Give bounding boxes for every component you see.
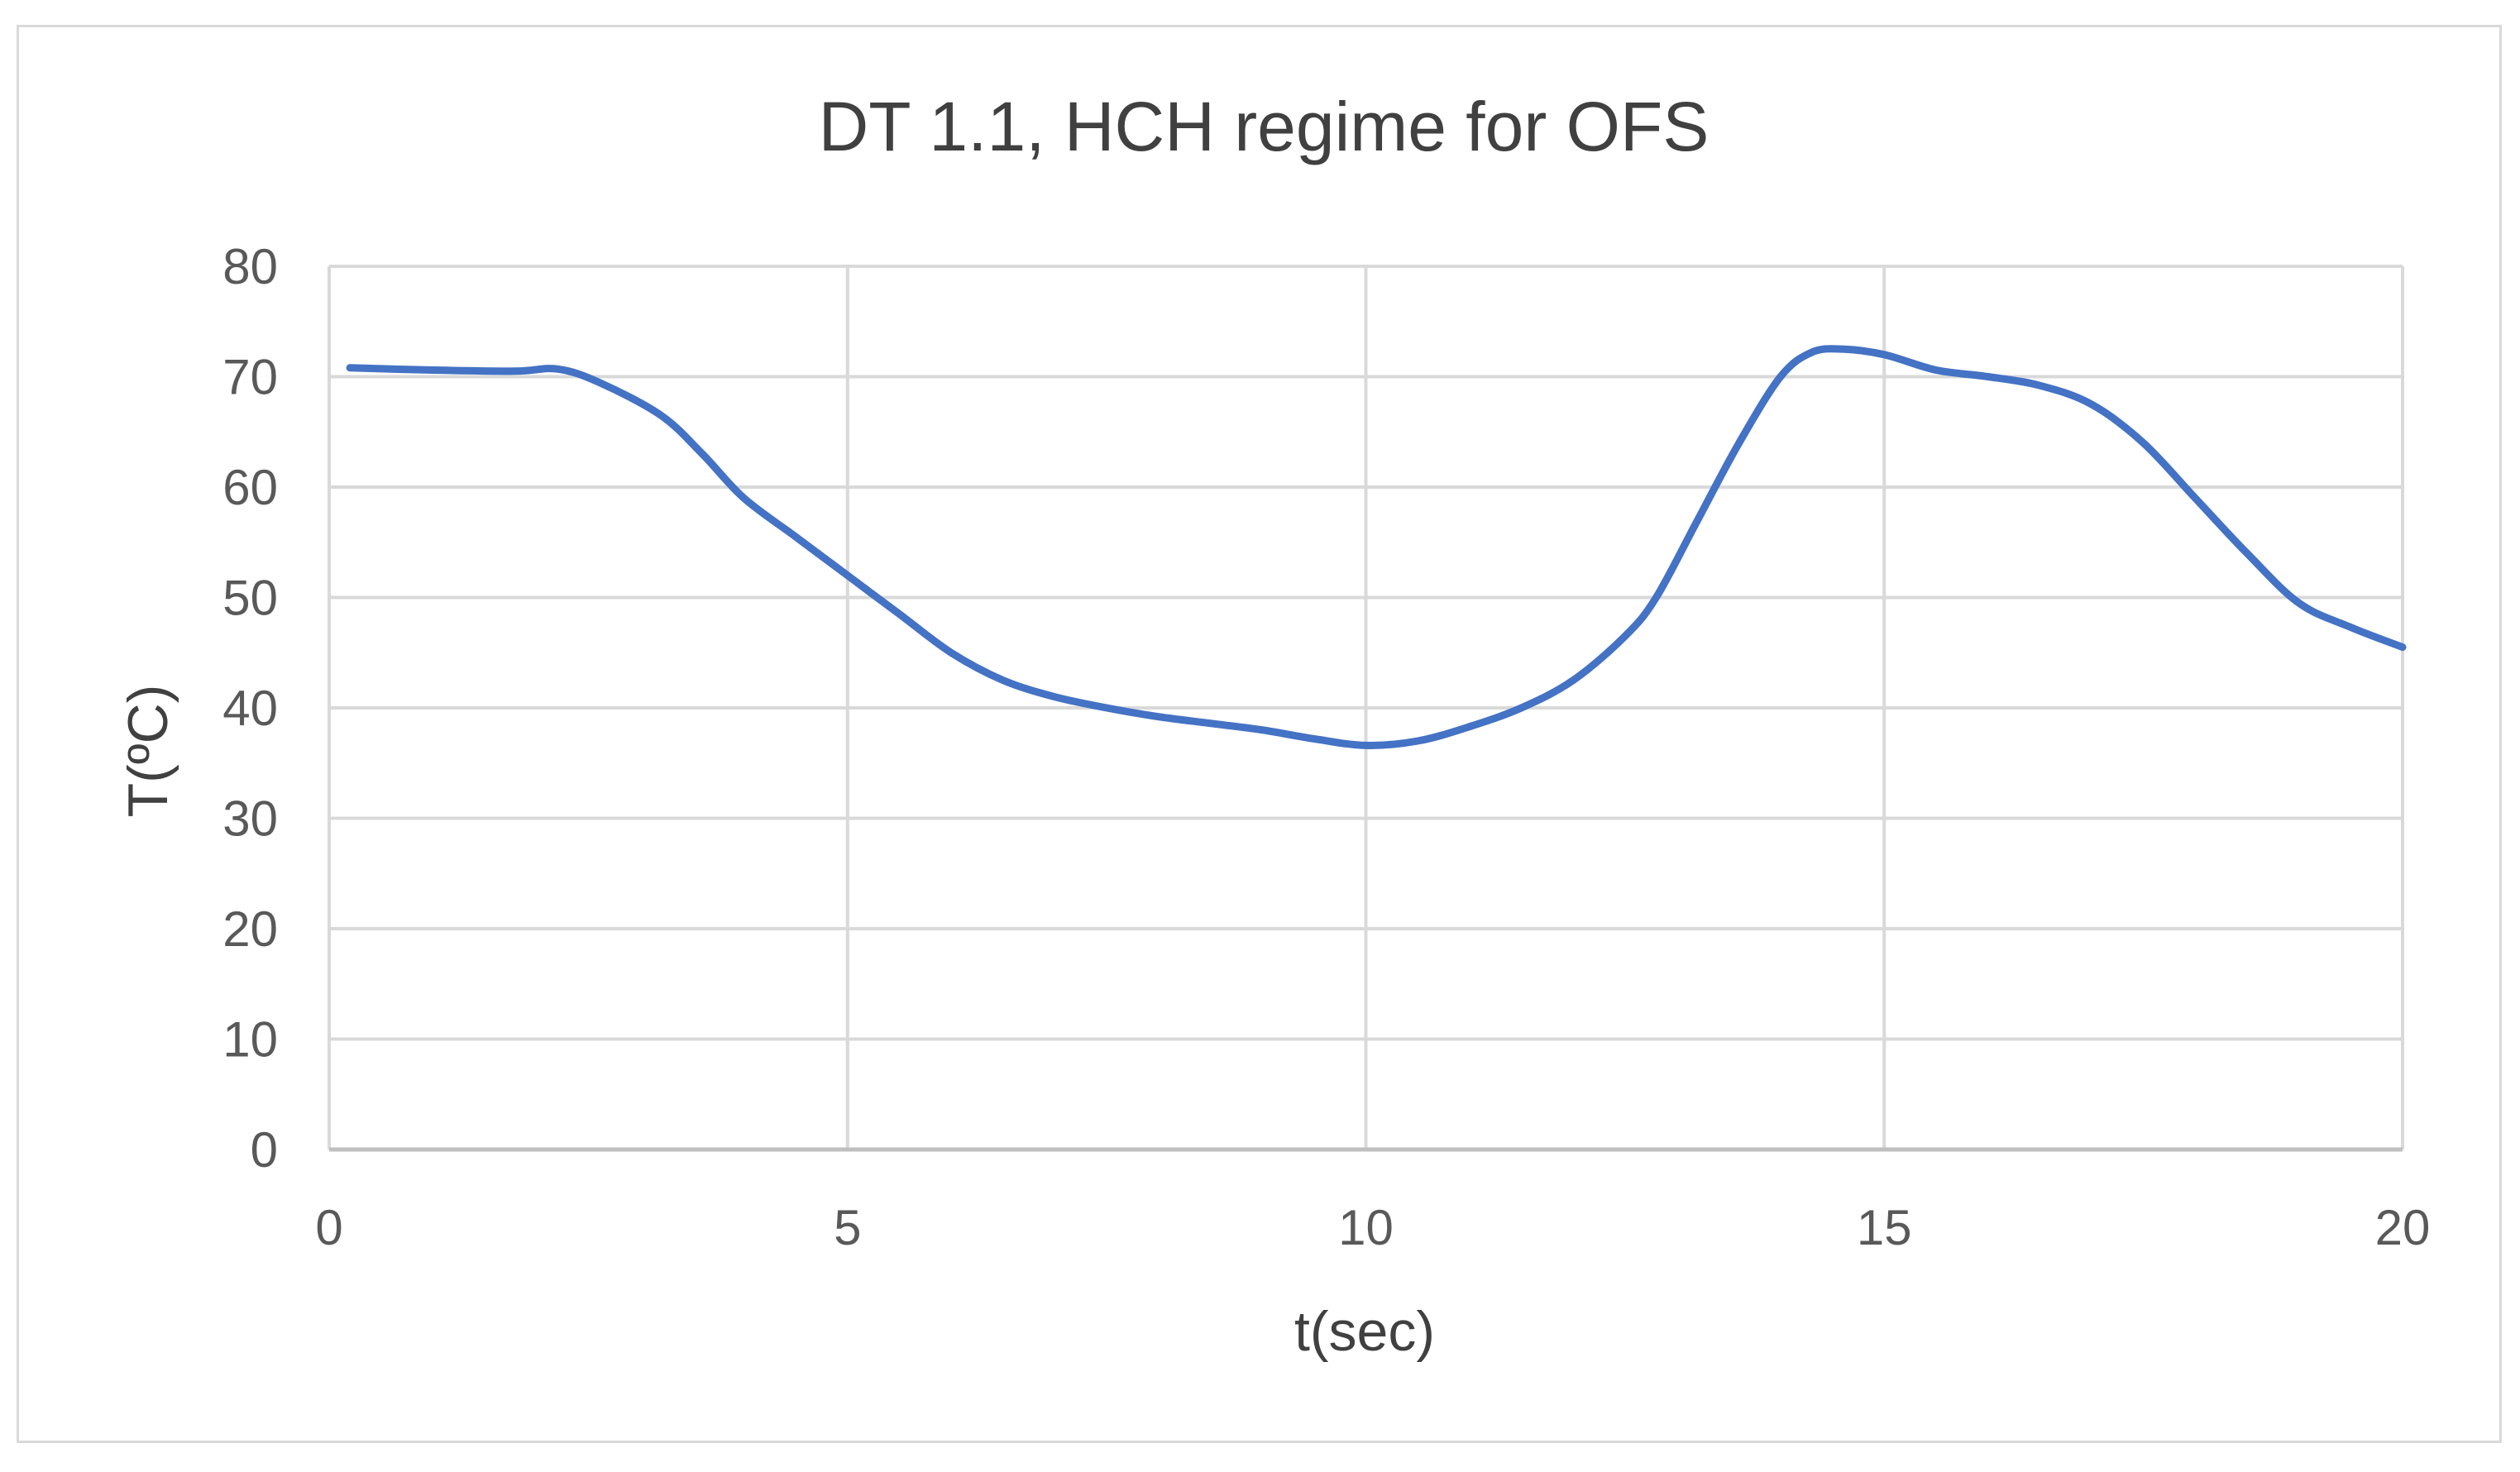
x-tick-labels: 0 5 10 15 20 <box>315 1200 2430 1255</box>
chart-title: DT 1.1, HCH regime for OFS <box>819 88 1709 165</box>
x-tick-label-0: 0 <box>315 1200 342 1255</box>
y-tick-label-50: 50 <box>222 571 278 626</box>
gridlines <box>328 265 2404 1149</box>
x-axis-title: t(sec) <box>1294 1300 1435 1363</box>
series-line <box>346 345 2407 749</box>
chart-frame <box>17 25 2502 1443</box>
y-tick-label-80: 80 <box>222 239 278 294</box>
x-tick-label-20: 20 <box>2375 1200 2431 1255</box>
x-tick-label-15: 15 <box>1857 1200 1912 1255</box>
y-tick-label-0: 0 <box>251 1122 278 1178</box>
x-tick-label-10: 10 <box>1338 1200 1394 1255</box>
y-axis-title: T(ºC) <box>117 685 179 818</box>
x-tick-label-5: 5 <box>834 1200 861 1255</box>
y-tick-label-40: 40 <box>222 681 278 736</box>
y-tick-labels: 0 10 20 30 40 50 60 70 80 <box>222 239 278 1178</box>
y-tick-label-30: 30 <box>222 791 278 847</box>
y-tick-label-70: 70 <box>222 350 278 405</box>
y-tick-label-10: 10 <box>222 1012 278 1068</box>
y-tick-label-60: 60 <box>222 460 278 515</box>
y-tick-label-20: 20 <box>222 901 278 957</box>
